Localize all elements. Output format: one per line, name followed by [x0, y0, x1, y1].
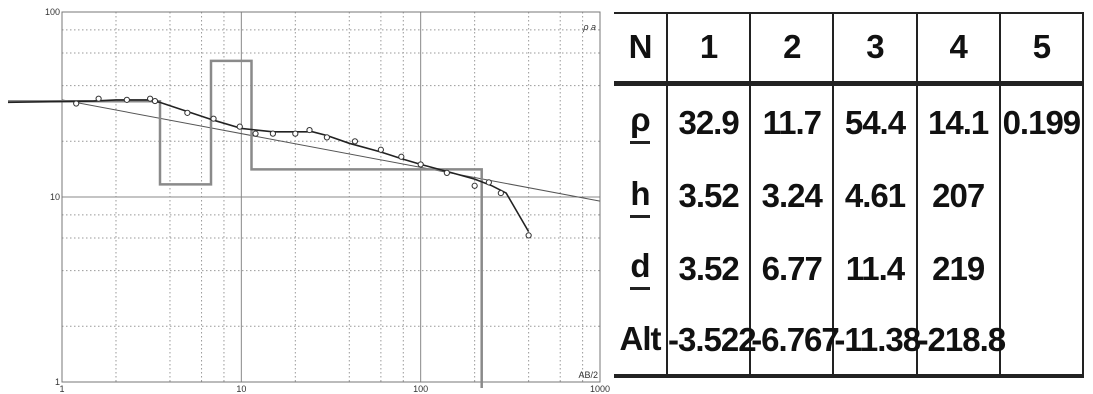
- table-row-d: d 3.52 6.77 11.4 219: [614, 232, 1085, 306]
- data-point: [417, 161, 424, 168]
- data-point: [377, 146, 384, 153]
- table-cell: [998, 159, 1085, 233]
- data-point: [73, 100, 80, 107]
- header-cell-1: 1: [665, 11, 751, 86]
- data-point: [184, 109, 191, 116]
- table-row-h: h 3.52 3.24 4.61 207: [614, 159, 1085, 233]
- data-point: [525, 232, 532, 239]
- row-label-alt: Alt: [614, 305, 667, 378]
- table-cell: 32.9: [665, 83, 751, 160]
- params-table: N 1 2 3 4 5 ρ 32.9 11.7 54.4 14.1 0.199 …: [614, 11, 1085, 378]
- x-tick-label: 1: [59, 384, 64, 394]
- row-label-rho: ρ: [614, 83, 667, 160]
- table-cell: 6.77: [749, 232, 834, 306]
- table-cell: 11.7: [749, 83, 834, 160]
- data-point: [292, 130, 299, 137]
- data-point: [147, 95, 154, 102]
- data-point: [95, 95, 102, 102]
- table-cell: 219: [915, 232, 1000, 306]
- table-cell: -3.522: [665, 305, 757, 378]
- data-point: [252, 130, 259, 137]
- table-cell: 0.199: [998, 83, 1085, 160]
- y-tick-label: 1: [55, 377, 60, 387]
- data-point: [485, 179, 492, 186]
- row-label-h-text: h: [630, 175, 651, 218]
- x-tick-label: 1000: [590, 384, 610, 394]
- header-cell-4: 4: [915, 11, 1000, 86]
- data-point: [351, 138, 359, 145]
- chart-svg: 1 10 100 1000 1 10 100 ρ a AB/2: [7, 7, 610, 394]
- table-cell: -218.8: [915, 305, 1006, 378]
- table-cell: 11.4: [832, 232, 917, 306]
- diagonal-line: [61, 99, 601, 202]
- table-cell: [998, 232, 1085, 306]
- data-point: [210, 115, 217, 122]
- sounding-curve-chart: 1 10 100 1000 1 10 100 ρ a AB/2: [7, 7, 610, 394]
- y-tick-label: 10: [50, 192, 60, 202]
- data-point: [323, 134, 330, 141]
- x-tick-label: 10: [236, 384, 246, 394]
- row-label-d: d: [614, 232, 667, 305]
- table-cell: 14.1: [915, 83, 1000, 160]
- data-point: [236, 123, 243, 130]
- layer-parameters-table: N 1 2 3 4 5 ρ 32.9 11.7 54.4 14.1 0.199 …: [614, 11, 1085, 378]
- table-cell: 3.52: [665, 159, 751, 233]
- table-cell: -6.767: [749, 305, 840, 378]
- row-label-alt-text: Alt: [619, 319, 662, 357]
- header-cell-3: 3: [832, 11, 917, 86]
- y-tick-label: 100: [45, 7, 60, 17]
- data-point: [471, 182, 478, 189]
- table-row-alt: Alt -3.522 -6.767 -11.38 -218.8: [614, 305, 1085, 378]
- y-unit-label: ρ a: [582, 22, 596, 32]
- data-point: [269, 130, 277, 137]
- table-cell: 4.61: [832, 159, 917, 233]
- table-cell: 54.4: [832, 83, 917, 160]
- table-row-rho: ρ 32.9 11.7 54.4 14.1 0.199: [614, 83, 1085, 160]
- table-cell: -11.38: [832, 305, 921, 378]
- table-header-row: N 1 2 3 4 5: [614, 11, 1085, 86]
- row-label-d-text: d: [630, 247, 651, 291]
- data-point: [151, 97, 159, 105]
- row-label-rho-text: ρ: [630, 101, 651, 145]
- table-cell: 3.24: [749, 159, 834, 233]
- data-point: [123, 96, 130, 103]
- header-cell-n: N: [614, 11, 667, 86]
- x-unit-label: AB/2: [578, 370, 598, 380]
- row-label-h: h: [614, 160, 667, 233]
- model-step-line: [8, 59, 483, 388]
- plot-frame: [61, 11, 601, 383]
- table-cell: 207: [915, 159, 1000, 233]
- x-tick-label: 100: [413, 384, 428, 394]
- data-point: [306, 126, 313, 134]
- header-cell-5: 5: [998, 11, 1085, 86]
- table-cell: [998, 305, 1085, 378]
- data-point: [443, 169, 450, 176]
- data-point: [497, 189, 504, 197]
- data-point: [398, 153, 405, 160]
- table-cell: 3.52: [665, 232, 751, 306]
- header-cell-2: 2: [749, 11, 834, 86]
